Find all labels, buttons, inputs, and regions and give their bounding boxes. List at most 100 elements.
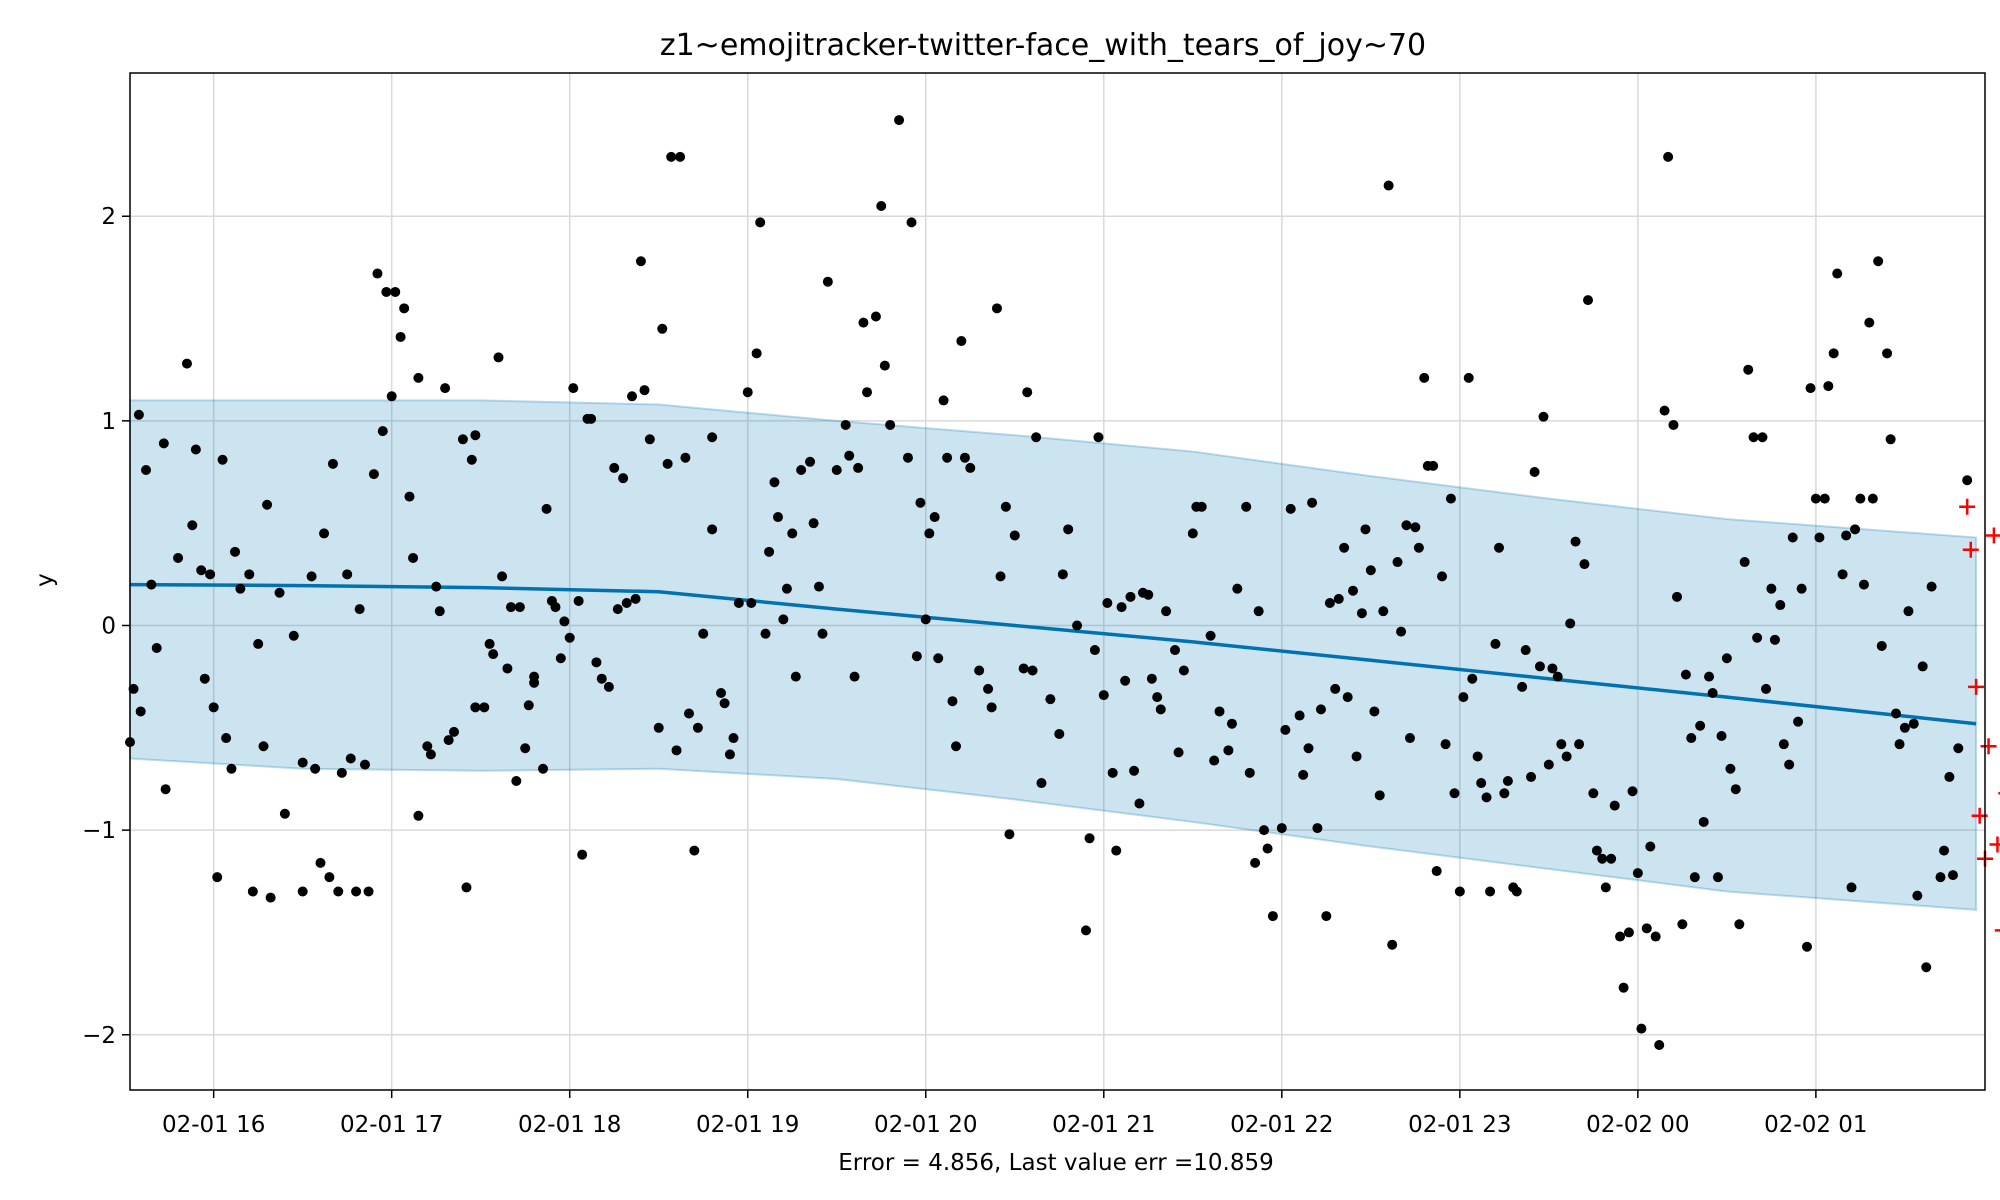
observed-point bbox=[778, 614, 789, 625]
observed-point bbox=[639, 385, 650, 396]
observed-point bbox=[1632, 868, 1643, 879]
observed-point bbox=[1120, 675, 1131, 686]
observed-point bbox=[1111, 845, 1122, 856]
observed-point bbox=[1899, 722, 1910, 733]
observed-point bbox=[511, 776, 522, 787]
observed-point bbox=[493, 352, 504, 363]
observed-point bbox=[133, 409, 144, 420]
observed-point bbox=[470, 702, 481, 713]
observed-point bbox=[965, 462, 976, 473]
observed-point bbox=[1832, 268, 1843, 279]
observed-point bbox=[160, 784, 171, 795]
observed-point bbox=[1152, 692, 1163, 703]
observed-point bbox=[408, 552, 419, 563]
observed-point bbox=[991, 303, 1002, 314]
observed-point bbox=[1583, 295, 1594, 306]
observed-point bbox=[1493, 542, 1504, 553]
observed-point bbox=[805, 456, 816, 467]
observed-point bbox=[1232, 583, 1243, 594]
observed-point bbox=[262, 499, 273, 510]
observed-point bbox=[817, 628, 828, 639]
y-tick-label: 2 bbox=[101, 204, 116, 230]
observed-point bbox=[538, 763, 549, 774]
observed-point bbox=[627, 391, 638, 402]
observed-point bbox=[315, 857, 326, 868]
observed-point bbox=[377, 426, 388, 437]
observed-point bbox=[1214, 706, 1225, 717]
observed-point bbox=[1796, 583, 1807, 594]
observed-point bbox=[1725, 763, 1736, 774]
observed-point bbox=[208, 702, 219, 713]
x-tick-label: 02-01 17 bbox=[340, 1112, 443, 1138]
observed-point bbox=[653, 722, 664, 733]
observed-point bbox=[247, 886, 258, 897]
forecast-line bbox=[129, 582, 1977, 726]
observed-point bbox=[345, 753, 356, 764]
observed-point bbox=[1378, 606, 1389, 617]
observed-point bbox=[1858, 579, 1869, 590]
observed-point bbox=[1250, 857, 1261, 868]
observed-point bbox=[1574, 739, 1585, 750]
observed-point bbox=[951, 741, 962, 752]
observed-point bbox=[603, 681, 614, 692]
observed-point bbox=[1944, 771, 1955, 782]
observed-point bbox=[1757, 432, 1768, 443]
observed-point bbox=[902, 452, 913, 463]
observed-point bbox=[751, 348, 762, 359]
y-tick-label: 0 bbox=[101, 613, 116, 639]
observed-point bbox=[657, 323, 668, 334]
observed-point bbox=[933, 653, 944, 664]
observed-point bbox=[1365, 565, 1376, 576]
observed-point bbox=[1276, 823, 1287, 834]
observed-point bbox=[1935, 872, 1946, 883]
observed-point bbox=[742, 387, 753, 398]
observed-point bbox=[520, 743, 531, 754]
observed-point bbox=[1009, 530, 1020, 541]
observed-point bbox=[199, 673, 210, 684]
observed-point bbox=[733, 597, 744, 608]
observed-point bbox=[1867, 493, 1878, 504]
observed-point bbox=[395, 331, 406, 342]
observed-point bbox=[1588, 788, 1599, 799]
observed-point bbox=[1543, 759, 1554, 770]
observed-point bbox=[1734, 919, 1745, 930]
observed-point bbox=[390, 286, 401, 297]
observed-point bbox=[1084, 833, 1095, 844]
observed-point bbox=[1485, 886, 1496, 897]
y-axis-label: y bbox=[32, 573, 58, 587]
observed-point bbox=[707, 432, 718, 443]
observed-point bbox=[773, 512, 784, 523]
observed-point bbox=[1882, 348, 1893, 359]
observed-point bbox=[212, 872, 223, 883]
observed-point bbox=[906, 217, 917, 228]
observed-point bbox=[683, 708, 694, 719]
observed-point bbox=[1686, 733, 1697, 744]
observed-point bbox=[1303, 743, 1314, 754]
observed-point bbox=[497, 571, 508, 582]
observed-point bbox=[1819, 493, 1830, 504]
observed-point bbox=[1606, 853, 1617, 864]
observed-point bbox=[1748, 432, 1759, 443]
plot-frame bbox=[129, 72, 1986, 1091]
observed-point bbox=[1129, 765, 1140, 776]
observed-point bbox=[790, 671, 801, 682]
observed-point bbox=[1054, 728, 1065, 739]
observed-point bbox=[894, 115, 905, 126]
holdout-point bbox=[1959, 498, 1976, 515]
observed-point bbox=[1837, 569, 1848, 580]
observed-point bbox=[141, 464, 152, 475]
observed-point bbox=[1810, 493, 1821, 504]
observed-point bbox=[488, 649, 499, 660]
observed-point bbox=[1093, 432, 1104, 443]
observed-point bbox=[297, 757, 308, 768]
observed-point bbox=[1499, 788, 1510, 799]
observed-point bbox=[1511, 886, 1522, 897]
observed-point bbox=[1374, 790, 1385, 801]
observed-point bbox=[1850, 524, 1861, 535]
observed-point bbox=[226, 763, 237, 774]
observed-point bbox=[470, 430, 481, 441]
observed-point bbox=[1419, 372, 1430, 383]
observed-point bbox=[1098, 690, 1109, 701]
observed-point bbox=[635, 256, 646, 267]
observed-point bbox=[1342, 692, 1353, 703]
